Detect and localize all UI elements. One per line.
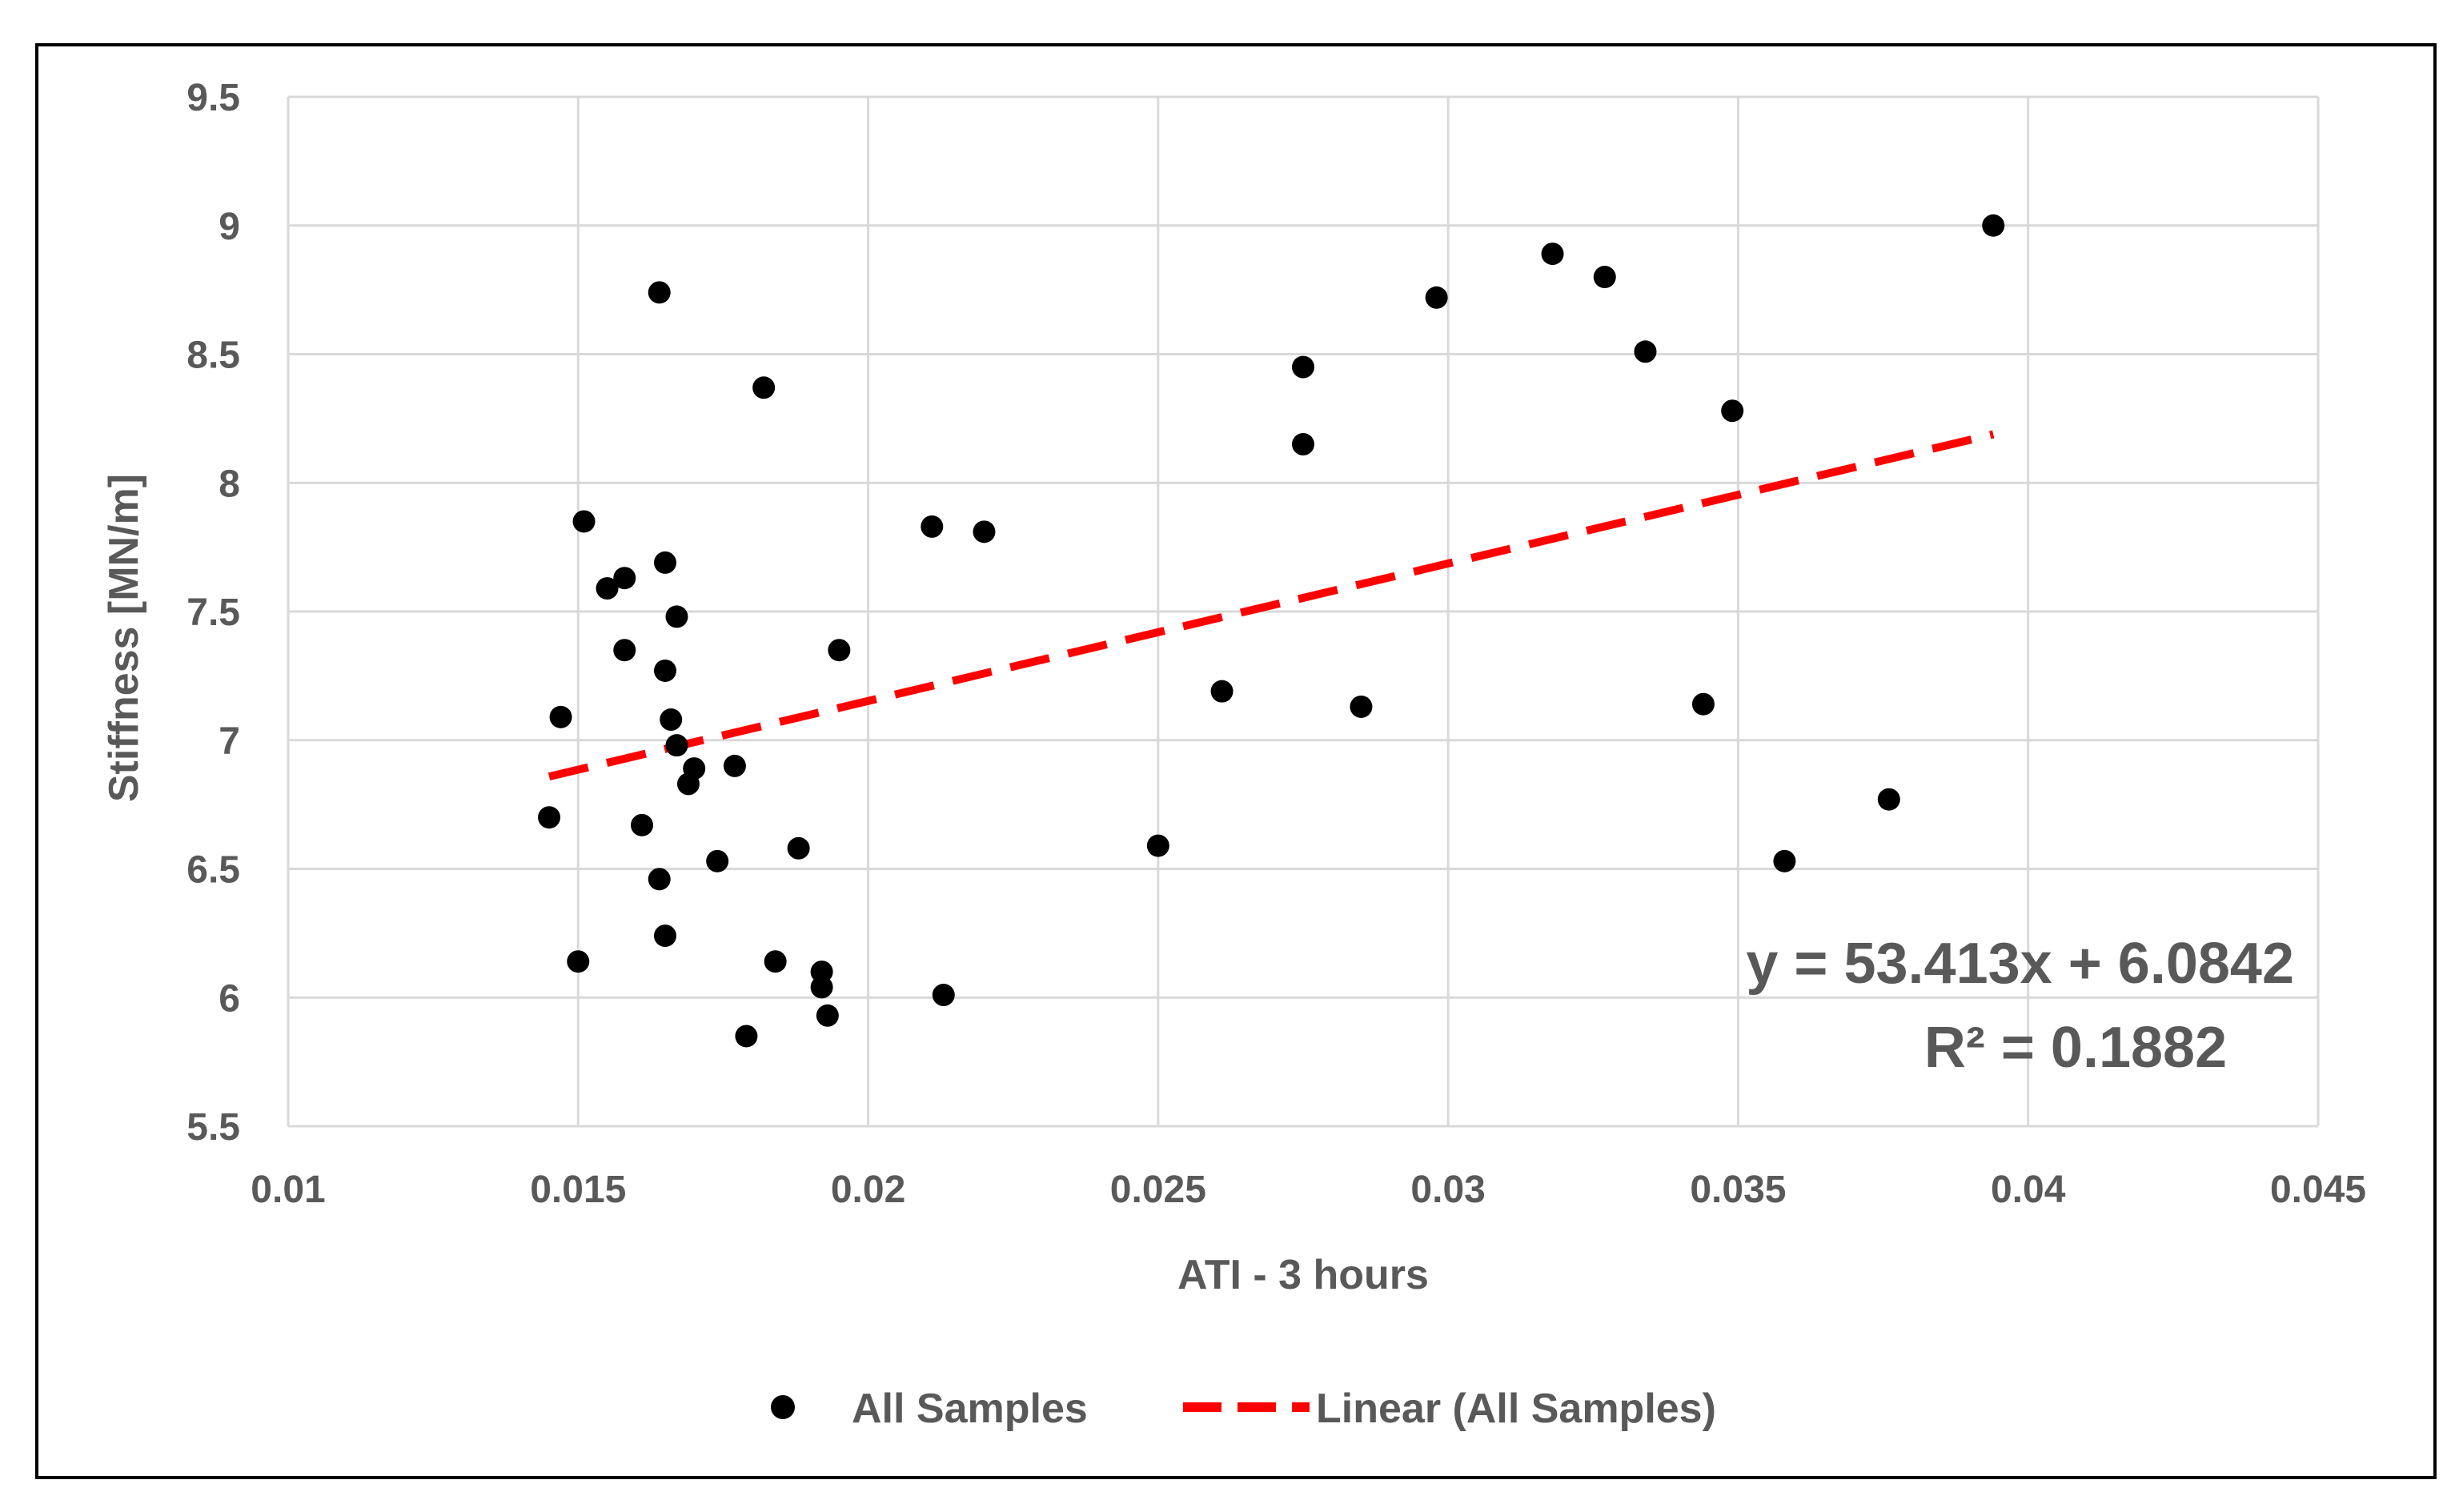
data-point <box>1146 834 1169 857</box>
data-point <box>921 515 944 538</box>
data-point <box>1982 214 2005 237</box>
data-points <box>538 214 2005 1048</box>
data-point <box>653 551 676 574</box>
data-point <box>1593 266 1616 289</box>
data-point <box>764 950 787 973</box>
data-point <box>735 1025 758 1048</box>
data-point <box>630 813 653 836</box>
y-tick-label: 8.5 <box>187 335 240 377</box>
data-point <box>596 577 619 600</box>
data-point <box>973 520 996 543</box>
data-point <box>613 567 636 590</box>
data-point <box>1210 680 1234 703</box>
data-point <box>752 376 776 399</box>
data-point <box>648 868 671 891</box>
y-tick-label: 7.5 <box>187 592 240 634</box>
data-point <box>787 836 810 860</box>
data-point <box>572 510 596 533</box>
x-tick-label: 0.045 <box>2270 1169 2366 1211</box>
data-point <box>549 705 572 728</box>
x-tick-label: 0.02 <box>831 1169 905 1211</box>
x-tick-label: 0.04 <box>1991 1169 2066 1211</box>
trendline-equation: y = 53.413x + 6.0842 <box>1746 932 2294 996</box>
data-point <box>810 976 833 999</box>
y-tick-label: 9.5 <box>187 77 240 119</box>
data-point <box>665 605 688 628</box>
x-tick-labels: 0.01 0.015 0.02 0.025 0.03 0.035 0.04 0.045 <box>251 1169 2366 1211</box>
x-tick-label: 0.01 <box>251 1169 325 1211</box>
x-axis-title: ATI - 3 hours <box>1177 1252 1429 1298</box>
x-tick-label: 0.035 <box>1690 1169 1786 1211</box>
x-tick-label: 0.015 <box>530 1169 626 1211</box>
x-tick-label: 0.03 <box>1410 1169 1485 1211</box>
data-point <box>932 984 955 1007</box>
legend: All Samples Linear (All Samples) <box>771 1386 1716 1432</box>
chart-frame <box>35 43 2437 1479</box>
data-point <box>613 639 636 662</box>
data-point <box>1292 355 1314 379</box>
y-tick-label: 9 <box>219 206 240 248</box>
data-point <box>653 659 676 682</box>
trendline <box>548 430 1995 781</box>
data-point <box>683 757 706 780</box>
data-point <box>660 708 683 732</box>
data-point <box>538 806 561 829</box>
trendline-layer <box>548 430 1995 781</box>
data-point <box>648 281 671 304</box>
data-point <box>723 754 746 777</box>
legend-marker-all-samples <box>771 1395 795 1419</box>
y-tick-labels: 5.5 6 6.5 7 7.5 8 8.5 9 9.5 <box>187 77 240 1149</box>
y-tick-label: 8 <box>219 463 240 505</box>
y-tick-label: 6.5 <box>187 849 240 892</box>
data-point <box>1634 340 1657 363</box>
grid-lines <box>287 95 2320 1128</box>
y-axis-title: Stiffness [MN/m] <box>101 474 147 802</box>
data-point <box>1691 692 1715 716</box>
data-point <box>828 639 851 662</box>
legend-label-linear: Linear (All Samples) <box>1316 1386 1716 1432</box>
data-point <box>653 924 676 948</box>
y-tick-label: 6 <box>219 977 240 1020</box>
y-tick-label: 5.5 <box>187 1106 240 1149</box>
data-point <box>1541 243 1564 266</box>
y-tick-label: 7 <box>219 720 240 763</box>
data-point <box>810 961 833 984</box>
data-point <box>706 849 729 872</box>
data-point <box>1877 788 1900 811</box>
data-point <box>1425 286 1448 309</box>
data-point <box>816 1004 839 1027</box>
data-point <box>1292 433 1314 456</box>
trendline-r-squared: R² = 0.1882 <box>1924 1016 2227 1080</box>
data-point <box>567 950 590 973</box>
data-point <box>1773 849 1796 872</box>
data-point <box>1721 399 1744 423</box>
data-point <box>665 734 688 757</box>
data-point <box>1350 695 1373 718</box>
x-tick-label: 0.025 <box>1110 1169 1206 1211</box>
legend-label-all-samples: All Samples <box>852 1386 1088 1432</box>
